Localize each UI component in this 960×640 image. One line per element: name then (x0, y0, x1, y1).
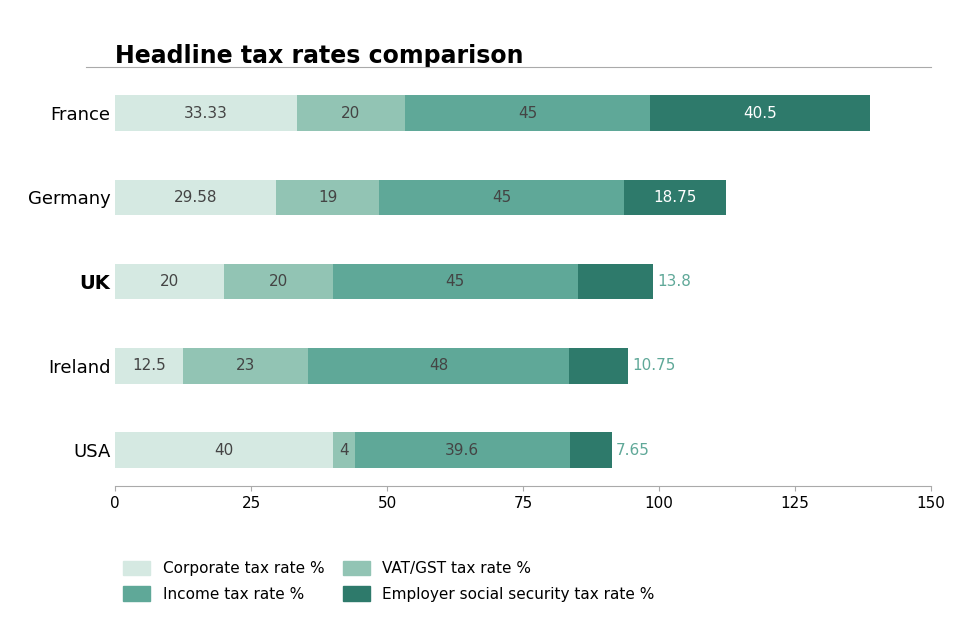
Text: 48: 48 (429, 358, 448, 373)
Text: Headline tax rates comparison: Headline tax rates comparison (115, 44, 524, 68)
Text: 40.5: 40.5 (743, 106, 778, 120)
Bar (578, 264, 653, 300)
Bar (308, 348, 569, 383)
Bar (224, 264, 333, 300)
Text: 12.5: 12.5 (132, 358, 166, 373)
Text: 23: 23 (236, 358, 255, 373)
Bar (333, 433, 354, 468)
Bar (379, 180, 624, 215)
Bar (650, 95, 871, 131)
Bar (405, 95, 650, 131)
Bar (115, 433, 333, 468)
Bar (115, 348, 183, 383)
Text: 40: 40 (214, 443, 233, 458)
Bar (569, 348, 628, 383)
Bar (297, 95, 405, 131)
Text: 45: 45 (518, 106, 538, 120)
Text: 19: 19 (318, 190, 338, 205)
Bar (354, 433, 570, 468)
Text: 10.75: 10.75 (633, 358, 676, 373)
Text: 20: 20 (269, 274, 288, 289)
Text: 4: 4 (339, 443, 348, 458)
Bar (333, 264, 578, 300)
Text: 39.6: 39.6 (445, 443, 479, 458)
Bar (276, 180, 379, 215)
Text: 13.8: 13.8 (657, 274, 691, 289)
Bar (115, 180, 276, 215)
Text: 7.65: 7.65 (616, 443, 650, 458)
Text: 20: 20 (342, 106, 361, 120)
Text: 33.33: 33.33 (184, 106, 228, 120)
Legend: Corporate tax rate %, Income tax rate %, VAT/GST tax rate %, Employer social sec: Corporate tax rate %, Income tax rate %,… (123, 561, 655, 602)
Bar (115, 264, 224, 300)
Bar (183, 348, 308, 383)
Text: 45: 45 (492, 190, 512, 205)
Text: 18.75: 18.75 (654, 190, 697, 205)
Bar (115, 95, 297, 131)
Text: 20: 20 (160, 274, 180, 289)
Bar (570, 433, 612, 468)
Bar (624, 180, 727, 215)
Text: 29.58: 29.58 (174, 190, 217, 205)
Text: 45: 45 (445, 274, 465, 289)
